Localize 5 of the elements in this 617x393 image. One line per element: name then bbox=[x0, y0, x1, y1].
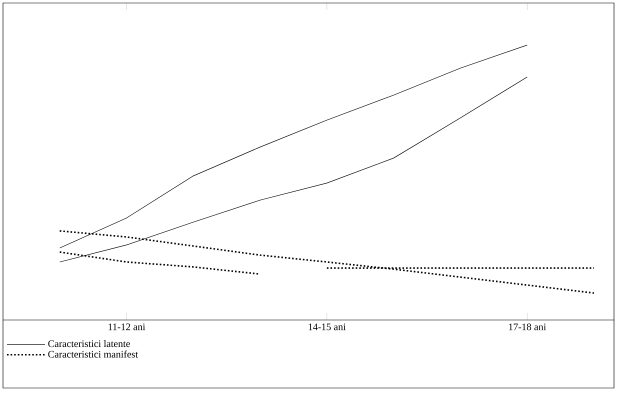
x-tick-label: 17-18 ani bbox=[509, 324, 546, 330]
legend-label: Caracteristici latente bbox=[48, 340, 130, 348]
x-tick-label: 11-12 ani bbox=[108, 324, 146, 330]
legend-label: Caracteristici manifest bbox=[48, 350, 138, 358]
x-tick-label: 14-15 ani bbox=[308, 324, 346, 330]
